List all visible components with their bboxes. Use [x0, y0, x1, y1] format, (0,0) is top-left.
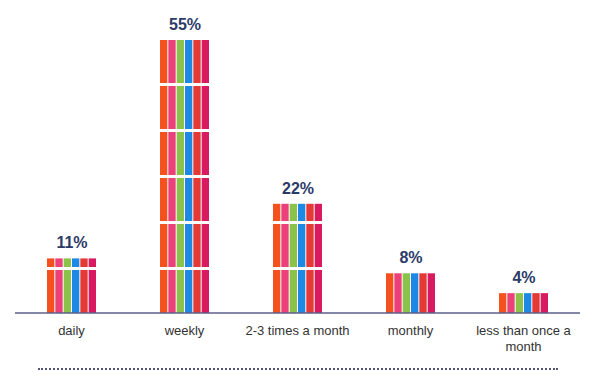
svg-text:11%: 11% [56, 234, 87, 251]
svg-text:less than once amonth: less than once amonth [476, 323, 571, 354]
svg-text:22%: 22% [282, 180, 314, 197]
svg-text:monthly: monthly [388, 323, 434, 338]
svg-text:weekly: weekly [164, 323, 205, 338]
svg-text:daily: daily [58, 323, 85, 338]
svg-text:55%: 55% [169, 16, 201, 33]
svg-text:8%: 8% [399, 249, 422, 266]
svg-text:2-3 times a month: 2-3 times a month [245, 323, 349, 338]
svg-text:4%: 4% [512, 269, 535, 286]
